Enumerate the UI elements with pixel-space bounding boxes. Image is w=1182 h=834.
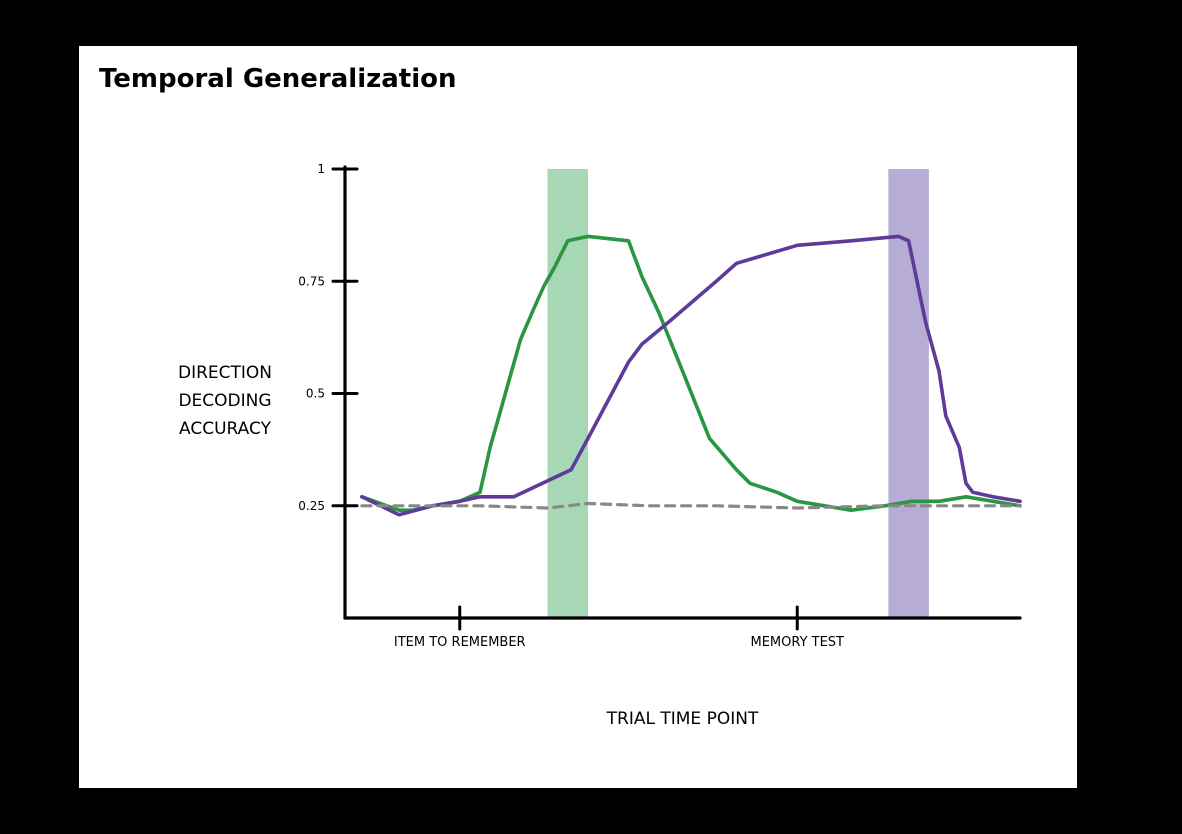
y-axis-title-line-1: DIRECTION — [178, 363, 272, 383]
highlight-bands — [547, 169, 929, 618]
chart-labels: 1 0.75 0.5 0.25 ITEM TO REMEMBER MEMORY TEST T… — [178, 162, 844, 729]
y-axis-title-line-3: ACCURACY — [179, 419, 272, 439]
chart-axes — [331, 165, 1022, 631]
series-line-2 — [360, 234, 1022, 517]
chart-panel: Temporal Generalization 1 0.75 0.5 0.25 ITEM… — [79, 46, 1077, 788]
series-line-3 — [360, 501, 1022, 510]
chart-title: Temporal Generalization — [99, 64, 457, 94]
y-tick-label-4: 0.25 — [298, 499, 325, 513]
y-tick-label-1: 1 — [317, 162, 325, 176]
y-axis-title: DIRECTION DECODING ACCURACY — [178, 363, 272, 439]
x-marker-label-1: ITEM TO REMEMBER — [394, 635, 526, 650]
x-axis-title: TRIAL TIME POINT — [606, 709, 759, 729]
y-tick-label-3: 0.5 — [306, 387, 325, 401]
x-marker-label-2: MEMORY TEST — [750, 635, 844, 650]
series-lines — [360, 234, 1022, 517]
y-axis-title-line-2: DECODING — [178, 391, 271, 411]
chart-plot: 1 0.75 0.5 0.25 ITEM TO REMEMBER MEMORY TEST T… — [178, 162, 1022, 729]
y-tick-label-2: 0.75 — [298, 274, 325, 288]
